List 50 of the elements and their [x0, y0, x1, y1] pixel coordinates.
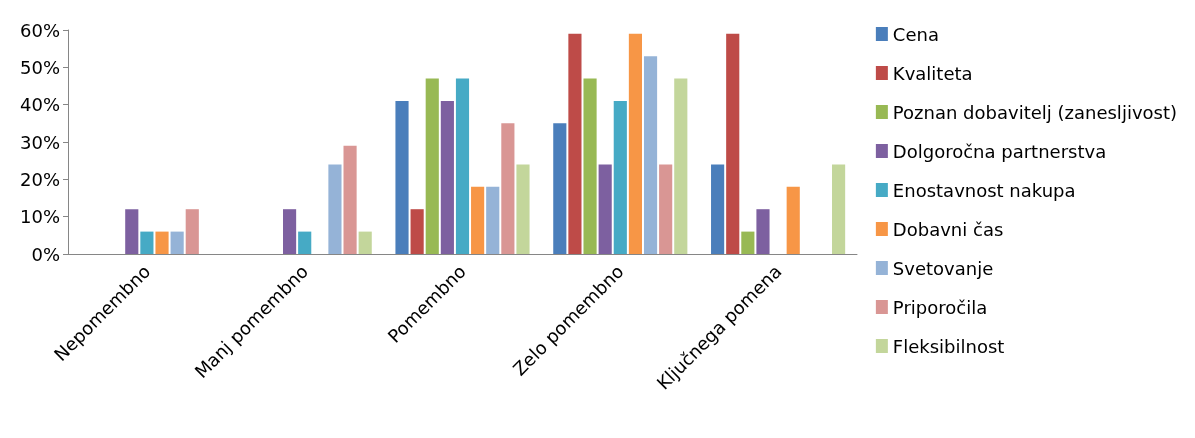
bar — [613, 100, 627, 254]
y-tick-label: 0% — [31, 243, 60, 265]
bar — [741, 231, 755, 254]
bar — [643, 56, 658, 254]
bar — [283, 209, 297, 254]
bar — [155, 231, 169, 254]
bar — [832, 164, 846, 254]
bar — [298, 231, 312, 254]
bar — [516, 164, 530, 254]
bar — [395, 100, 409, 254]
bar — [568, 33, 582, 254]
bar — [756, 209, 770, 254]
bar — [659, 164, 673, 254]
bar — [786, 186, 800, 254]
bar — [583, 78, 597, 254]
legend-label: Fleksibilnost — [892, 335, 1005, 357]
bar — [358, 231, 372, 254]
bar — [455, 78, 470, 254]
bar — [343, 145, 357, 254]
bar — [726, 33, 740, 254]
bar — [425, 78, 439, 254]
bar — [125, 209, 139, 254]
bar — [185, 209, 199, 254]
bar — [501, 123, 515, 254]
bar — [140, 231, 154, 254]
bar — [170, 231, 184, 254]
bar — [328, 164, 342, 254]
y-tick-label: 20% — [19, 168, 60, 190]
bar — [553, 123, 567, 254]
bar — [674, 78, 688, 254]
legend-label: Poznan dobavitelj (zanesljivost) — [892, 101, 1178, 123]
legend-label: Svetovanje — [892, 257, 994, 279]
legend-label: Cena — [892, 23, 939, 45]
legend-label: Kvaliteta — [892, 62, 973, 84]
bar — [486, 186, 500, 254]
legend-label: Enostavnost nakupa — [892, 179, 1076, 201]
y-tick-label: 40% — [19, 94, 60, 116]
bar — [410, 209, 424, 254]
bar — [440, 100, 454, 254]
y-tick-label: 10% — [19, 206, 60, 228]
bar — [628, 33, 642, 254]
y-tick-label: 60% — [19, 19, 60, 41]
legend-label: Priporočila — [892, 296, 988, 318]
legend-label: Dobavni čas — [892, 218, 1004, 240]
bar — [471, 186, 485, 254]
y-tick-label: 30% — [19, 131, 60, 153]
y-tick-label: 50% — [19, 56, 60, 78]
bar — [711, 164, 725, 254]
bar — [598, 164, 612, 254]
legend-label: Dolgoročna partnerstva — [892, 140, 1107, 162]
